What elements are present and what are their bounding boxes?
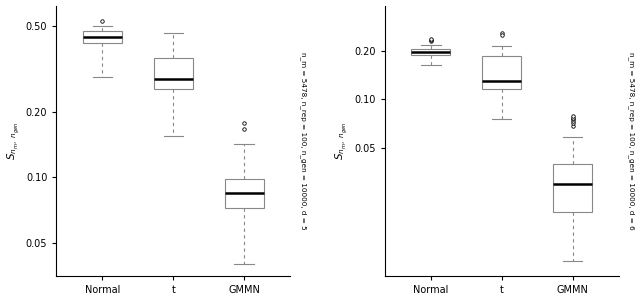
- Text: n_m = 5478, n_rep = 100, n_gen = 10000, d = 6: n_m = 5478, n_rep = 100, n_gen = 10000, …: [628, 52, 635, 230]
- Bar: [83, 31, 122, 43]
- Bar: [225, 179, 264, 209]
- Y-axis label: $S_{n_m,\ n_{gen}}$: $S_{n_m,\ n_{gen}}$: [6, 122, 22, 160]
- Bar: [154, 58, 193, 89]
- Text: n_m = 5478, n_rep = 100, n_gen = 10000, d = 5: n_m = 5478, n_rep = 100, n_gen = 10000, …: [300, 52, 307, 230]
- Bar: [482, 56, 521, 89]
- Y-axis label: $S_{n_m,\ n_{gen}}$: $S_{n_m,\ n_{gen}}$: [334, 122, 350, 160]
- Bar: [412, 49, 451, 55]
- Bar: [553, 163, 592, 212]
